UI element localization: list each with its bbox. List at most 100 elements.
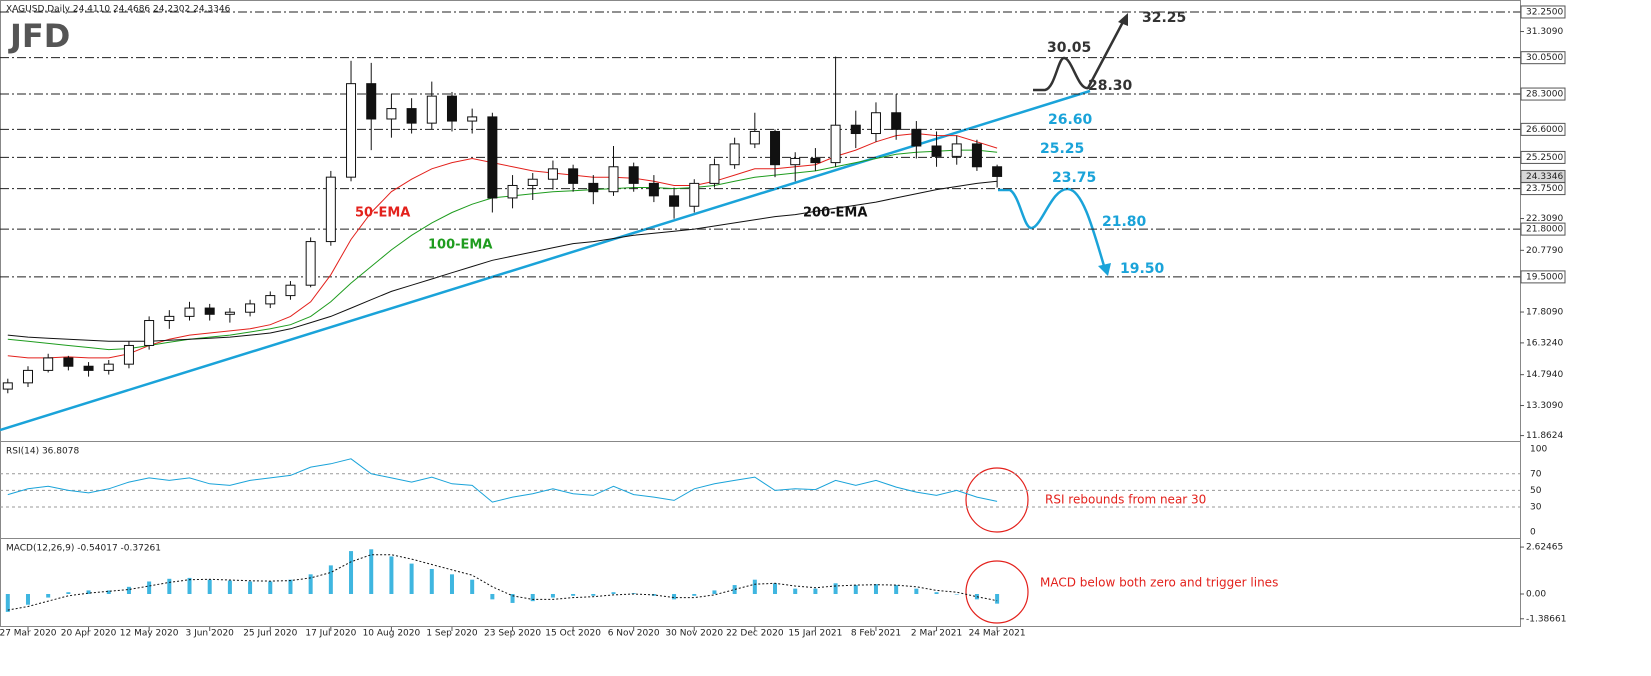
macd-bar — [490, 593, 495, 600]
macd-bar — [530, 593, 535, 602]
candle-body — [790, 157, 801, 166]
x-tick-label: 25 Jun 2020 — [243, 629, 297, 639]
y-tick-label: 14.7940 — [1526, 370, 1563, 380]
y-tick-label: 28.3000 — [1526, 90, 1563, 100]
frame — [0, 0, 1521, 627]
candle-body — [22, 369, 33, 384]
macd-bar — [672, 593, 677, 600]
macd-bar — [550, 593, 555, 598]
price-box — [1520, 122, 1566, 136]
macd-bar — [207, 579, 212, 594]
candle-body — [709, 164, 720, 184]
projection-up — [1033, 19, 1126, 92]
ema-label: 100-EMA — [428, 238, 492, 253]
candle-body — [467, 116, 478, 122]
price-box — [1520, 270, 1566, 284]
y-tick-label: 26.6000 — [1526, 125, 1563, 135]
rsi-title: RSI(14) 36.8078 — [6, 447, 79, 457]
candle-body — [588, 182, 599, 193]
candle-body — [628, 166, 639, 184]
price-box — [1520, 51, 1566, 65]
macd-bar — [5, 593, 10, 612]
macd-bar — [853, 585, 858, 594]
x-tick-label: 2 Mar 2021 — [911, 629, 962, 639]
x-tick-label: 8 Feb 2021 — [851, 629, 901, 639]
candle-body — [507, 184, 518, 199]
candle-body — [487, 116, 498, 199]
y-tick-label: 23.7500 — [1526, 184, 1563, 194]
macd-bar — [712, 590, 717, 594]
candle-body — [406, 108, 417, 124]
candle-body — [366, 83, 377, 120]
candle-body — [992, 166, 1003, 177]
macd-bar — [429, 568, 434, 594]
macd-bar — [66, 592, 71, 594]
level-label: 30.05 — [1047, 40, 1091, 56]
ema-line — [7, 180, 998, 342]
candle-body — [123, 344, 134, 365]
candle-body — [43, 357, 54, 371]
macd-title: MACD(12,26,9) -0.54017 -0.37261 — [6, 544, 161, 554]
candle-body — [911, 128, 922, 147]
candle-body — [103, 363, 114, 371]
x-tick-label: 24 Mar 2021 — [969, 629, 1026, 639]
candle-body — [83, 365, 94, 371]
macd-bar — [268, 581, 273, 594]
y-tick-label: 11.8624 — [1526, 431, 1563, 441]
x-tick-label: 22 Dec 2020 — [726, 629, 784, 639]
level-label: 21.80 — [1102, 214, 1147, 230]
macd-bar — [974, 593, 979, 600]
candle-body — [547, 168, 558, 180]
y-tick-label: 70 — [1530, 469, 1542, 479]
y-tick-label: 21.8000 — [1526, 225, 1563, 235]
candle-body — [729, 143, 740, 166]
level-label: 23.75 — [1052, 170, 1096, 186]
level-label: 32.25 — [1142, 10, 1186, 26]
candle-body — [971, 143, 982, 168]
macd-bar — [995, 593, 1000, 604]
macd-bar — [752, 579, 757, 594]
candle-body — [224, 311, 235, 315]
macd-bar — [914, 588, 919, 594]
x-tick-label: 15 Oct 2020 — [545, 629, 601, 639]
macd-bar — [308, 574, 313, 594]
ema-label: 200-EMA — [803, 206, 867, 221]
x-tick-label: 17 Jul 2020 — [305, 629, 356, 639]
macd-bar — [732, 585, 737, 594]
x-tick-label: 20 Apr 2020 — [61, 629, 117, 639]
macd-bar — [894, 585, 899, 594]
price-box — [1520, 87, 1566, 101]
macd-bar — [773, 583, 778, 594]
x-tick-label: 1 Sep 2020 — [426, 629, 478, 639]
candle-body — [931, 145, 942, 157]
annotation-circle — [965, 560, 1029, 624]
y-tick-label: -1.38661 — [1526, 614, 1566, 624]
candle-body — [810, 157, 821, 164]
candle-body — [527, 178, 538, 186]
y-tick-label: 20.7790 — [1526, 246, 1563, 256]
macd-bar — [328, 565, 333, 594]
candle-body — [63, 357, 74, 367]
macd-bar — [954, 593, 959, 595]
macd-bar — [611, 592, 616, 594]
x-tick-label: 10 Aug 2020 — [363, 629, 421, 639]
macd-bar — [793, 588, 798, 594]
macd-bar — [167, 578, 172, 594]
x-tick-label: 3 Jun 2020 — [185, 629, 234, 639]
macd-bar — [449, 574, 454, 594]
candle-body — [770, 130, 781, 166]
candle-body — [285, 284, 296, 297]
y-tick-label: 30.0500 — [1526, 53, 1563, 63]
annotation: RSI rebounds from near 30 — [1045, 493, 1206, 507]
macd-bar — [591, 593, 596, 596]
y-tick-label: 2.62465 — [1526, 543, 1563, 553]
annotation: MACD below both zero and trigger lines — [1040, 576, 1278, 590]
price-box — [1520, 222, 1566, 236]
y-tick-label: 31.3090 — [1526, 27, 1563, 37]
y-tick-label: 25.2500 — [1526, 153, 1563, 163]
y-tick-label: 16.3240 — [1526, 338, 1563, 348]
macd-bar — [227, 580, 232, 594]
candle-body — [850, 124, 861, 135]
y-tick-label: 22.3090 — [1526, 214, 1563, 224]
